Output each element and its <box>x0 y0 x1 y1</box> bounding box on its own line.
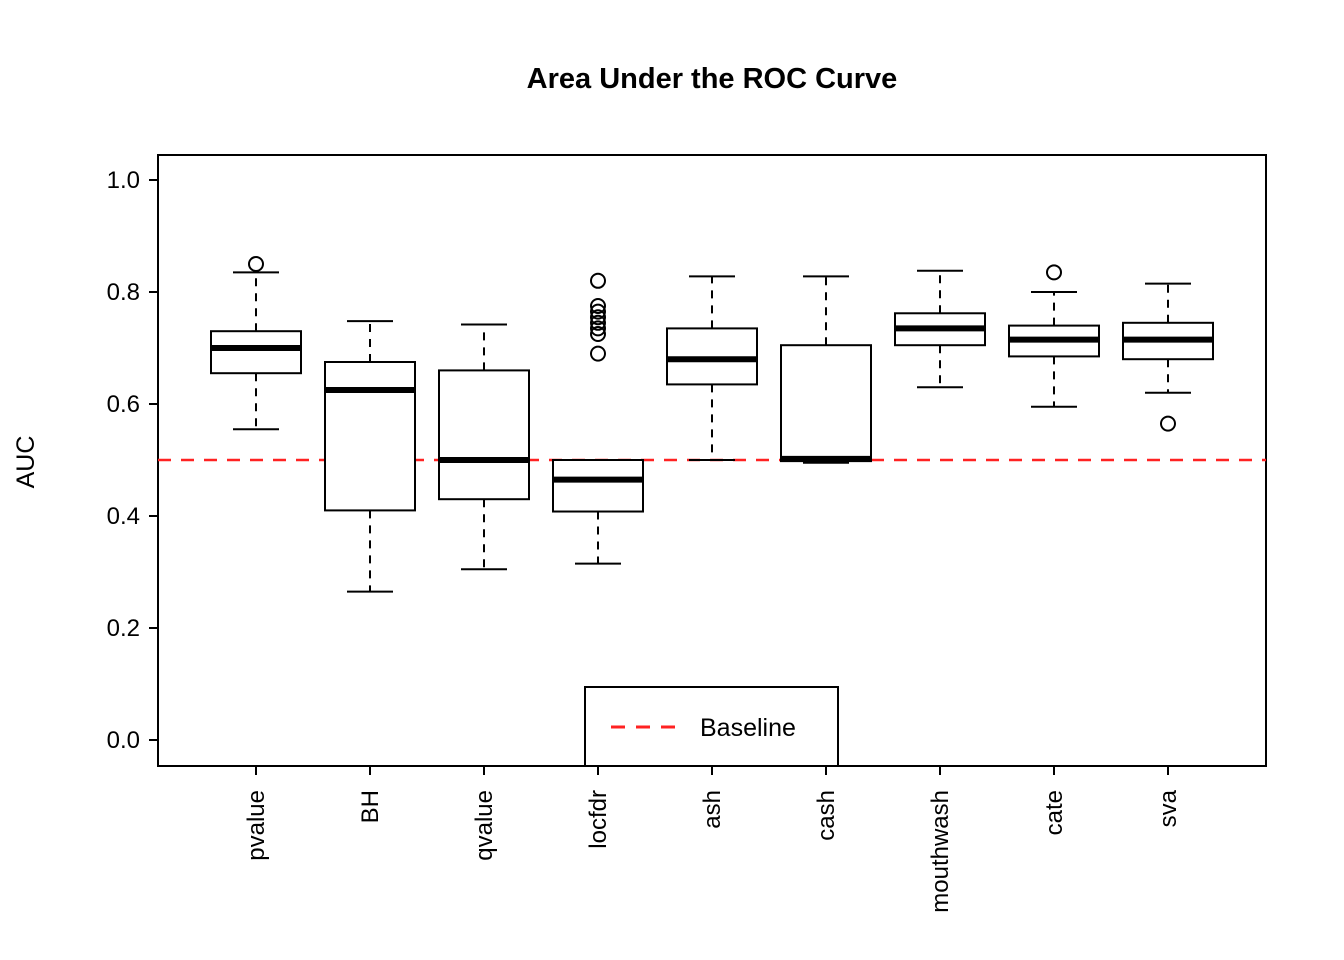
outlier-point <box>590 272 606 289</box>
plot-area: 0.0 0.2 0.4 0.6 0.8 1.0 pvalue BH qvalue locfdr as… <box>107 154 1267 913</box>
outlier-point <box>248 256 264 272</box>
x-category-label: pvalue <box>243 790 270 861</box>
x-category-label: locfdr <box>585 790 612 849</box>
legend-box <box>584 686 839 767</box>
y-tick-label: 0.4 <box>107 503 140 530</box>
boxplot-qvalue: qvalue <box>438 323 530 861</box>
y-tick-label: 0.6 <box>107 391 140 418</box>
y-tick-label: 0.2 <box>107 615 140 642</box>
outlier-point <box>590 320 606 337</box>
boxplot-cate: cate <box>1008 264 1100 835</box>
outlier-point <box>590 314 606 331</box>
outlier-point <box>1046 264 1062 281</box>
iqr-box <box>780 344 872 463</box>
iqr-box <box>438 369 530 501</box>
y-tick-label: 0.0 <box>107 727 140 754</box>
iqr-box <box>210 330 302 375</box>
y-tick-label: 1.0 <box>107 167 140 194</box>
legend: Baseline <box>584 686 839 767</box>
boxplot-mouthwash: mouthwash <box>894 269 986 913</box>
boxplot-ash: ash <box>666 275 758 829</box>
y-tick-label: 0.8 <box>107 279 140 306</box>
outlier-point <box>590 326 606 342</box>
outlier-point <box>590 309 606 326</box>
x-category-label: ash <box>699 790 726 829</box>
boxplot-pvalue: pvalue <box>210 256 302 861</box>
iqr-box <box>552 459 644 513</box>
x-category-label: BH <box>357 790 384 823</box>
outlier-point <box>590 303 606 320</box>
x-category-label: sva <box>1155 789 1182 827</box>
x-category-label: cate <box>1041 790 1068 835</box>
outlier-point <box>590 298 606 314</box>
x-category-label: qvalue <box>471 790 498 861</box>
legend-baseline-label: Baseline <box>700 714 796 742</box>
outlier-point <box>590 345 606 362</box>
outlier-point <box>1160 415 1176 432</box>
x-category-label: mouthwash <box>927 790 954 913</box>
x-category-label: cash <box>813 790 840 841</box>
chart-title: Area Under the ROC Curve <box>527 63 898 95</box>
boxplot-BH: BH <box>324 320 416 823</box>
boxplot-sva: sva <box>1122 282 1214 827</box>
y-axis-label: AUC <box>12 436 40 489</box>
iqr-box <box>324 361 416 512</box>
boxplot-locfdr: locfdr <box>552 272 644 849</box>
boxplot-cash: cash <box>780 275 872 841</box>
